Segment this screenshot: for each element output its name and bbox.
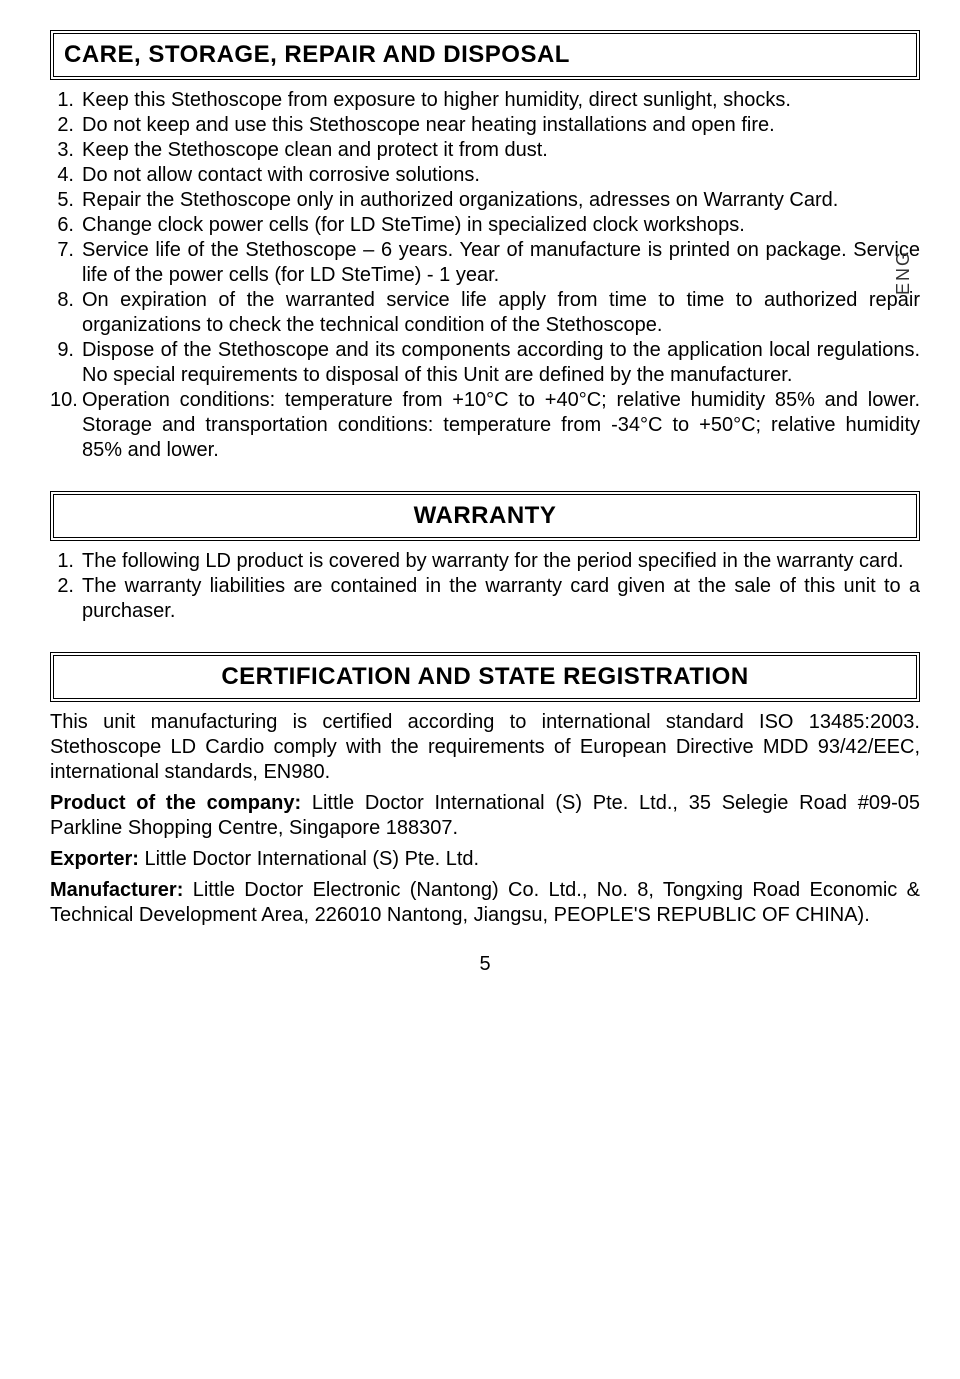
warranty-list: 1.The following LD product is covered by…: [50, 549, 920, 624]
list-text: Keep this Stethoscope from exposure to h…: [82, 89, 791, 111]
list-item: 4.Do not allow contact with corrosive so…: [50, 163, 920, 188]
list-item: 6.Change clock power cells (for LD SteTi…: [50, 213, 920, 238]
product-label: Product of the company:: [50, 792, 301, 814]
list-item: 3.Keep the Stethoscope clean and protect…: [50, 138, 920, 163]
product-line: Product of the company: Little Doctor In…: [50, 791, 920, 841]
exporter-text: Little Doctor International (S) Pte. Ltd…: [139, 848, 479, 870]
section-header-certification: CERTIFICATION AND STATE REGISTRATION: [50, 652, 920, 702]
list-text: Operation conditions: temperature from +…: [82, 389, 920, 461]
section-header-warranty: WARRANTY: [50, 491, 920, 541]
page: { "sideTab": "ENG", "sections": { "care"…: [50, 30, 920, 977]
list-text: Repair the Stethoscope only in authorize…: [82, 189, 838, 211]
list-item: 1.Keep this Stethoscope from exposure to…: [50, 88, 920, 113]
list-text: Dispose of the Stethoscope and its compo…: [82, 339, 920, 386]
list-item: 10.Operation conditions: temperature fro…: [50, 388, 920, 463]
page-number: 5: [50, 952, 920, 977]
list-text: Keep the Stethoscope clean and protect i…: [82, 139, 548, 161]
section-title: WARRANTY: [414, 502, 557, 529]
list-item: 2.Do not keep and use this Stethoscope n…: [50, 113, 920, 138]
exporter-line: Exporter: Little Doctor International (S…: [50, 847, 920, 872]
list-item: 9.Dispose of the Stethoscope and its com…: [50, 338, 920, 388]
list-item: 2.The warranty liabilities are contained…: [50, 574, 920, 624]
list-text: Change clock power cells (for LD SteTime…: [82, 214, 745, 236]
section-title: CARE, STORAGE, REPAIR AND DISPOSAL: [64, 41, 570, 68]
cert-intro: This unit manufacturing is certified acc…: [50, 710, 920, 785]
manufacturer-label: Manufacturer:: [50, 879, 183, 901]
list-item: 5.Repair the Stethoscope only in authori…: [50, 188, 920, 213]
list-text: Do not keep and use this Stethoscope nea…: [82, 114, 775, 136]
list-text: Do not allow contact with corrosive solu…: [82, 164, 480, 186]
list-item: 8.On expiration of the warranted service…: [50, 288, 920, 338]
list-text: The warranty liabilities are contained i…: [82, 575, 920, 622]
list-text: On expiration of the warranted service l…: [82, 289, 920, 336]
care-list: 1.Keep this Stethoscope from exposure to…: [50, 88, 920, 463]
list-item: 1.The following LD product is covered by…: [50, 549, 920, 574]
list-item: 7.Service life of the Stethoscope – 6 ye…: [50, 238, 920, 288]
list-text: The following LD product is covered by w…: [82, 550, 904, 572]
manufacturer-line: Manufacturer: Little Doctor Electronic (…: [50, 878, 920, 928]
exporter-label: Exporter:: [50, 848, 139, 870]
list-text: Service life of the Stethoscope – 6 year…: [82, 239, 920, 286]
language-tab: ENG: [892, 250, 915, 295]
section-title: CERTIFICATION AND STATE REGISTRATION: [221, 663, 748, 690]
section-header-care: CARE, STORAGE, REPAIR AND DISPOSAL: [50, 30, 920, 80]
